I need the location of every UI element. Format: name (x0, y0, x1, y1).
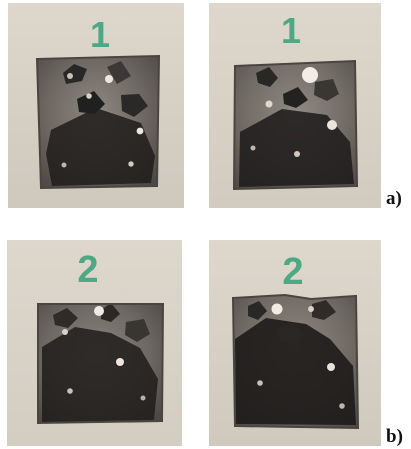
specimen-photo-b-left: 2 (7, 240, 182, 446)
specimen-image-b-right: 2 (209, 240, 381, 446)
marker-number: 1 (281, 10, 301, 51)
specimen-image-b-left: 2 (7, 240, 182, 446)
specimen-photo-a-left: 1 (8, 3, 184, 208)
panel-label-a: a) (386, 188, 402, 209)
specimen-photo-b-right: 2 (209, 240, 381, 446)
panel-label-b: b) (386, 426, 403, 447)
specimen-photo-a-right: 1 (209, 3, 381, 208)
marker-number: 1 (90, 14, 110, 55)
marker-number: 2 (282, 251, 303, 293)
marker-number: 2 (77, 249, 98, 291)
specimen-image-a-left: 1 (8, 3, 184, 208)
specimen-image-a-right: 1 (209, 3, 381, 208)
